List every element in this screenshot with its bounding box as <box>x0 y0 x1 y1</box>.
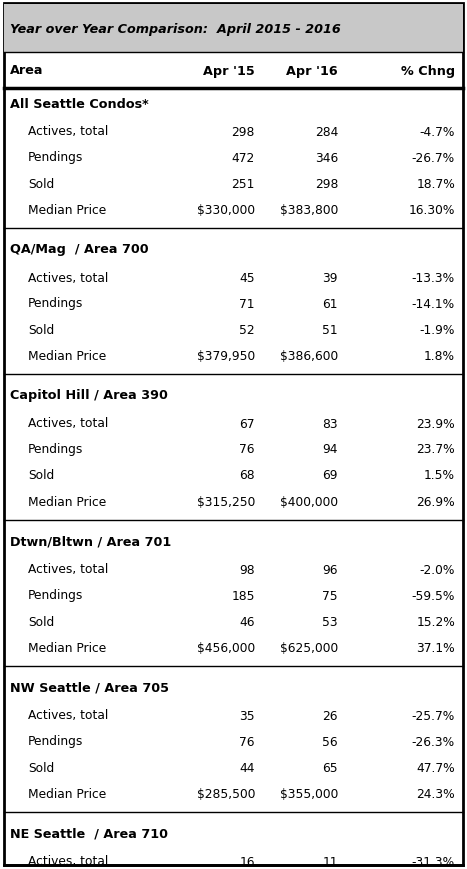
Text: Median Price: Median Price <box>28 349 106 362</box>
Text: NE Seattle  / Area 710: NE Seattle / Area 710 <box>10 826 168 839</box>
Text: 23.7%: 23.7% <box>417 443 455 456</box>
Text: Pendings: Pendings <box>28 297 84 310</box>
Text: 71: 71 <box>240 297 255 310</box>
Text: 1.8%: 1.8% <box>424 349 455 362</box>
Text: $379,950: $379,950 <box>197 349 255 362</box>
Text: 68: 68 <box>240 469 255 482</box>
Text: 251: 251 <box>232 177 255 190</box>
Text: 24.3%: 24.3% <box>417 786 455 799</box>
Text: 11: 11 <box>323 854 338 867</box>
Text: $285,500: $285,500 <box>197 786 255 799</box>
Text: -25.7%: -25.7% <box>412 709 455 721</box>
Text: $456,000: $456,000 <box>197 640 255 653</box>
Text: 69: 69 <box>323 469 338 482</box>
Text: 83: 83 <box>322 417 338 430</box>
Text: 61: 61 <box>323 297 338 310</box>
Text: Pendings: Pendings <box>28 589 84 602</box>
Text: -4.7%: -4.7% <box>420 125 455 138</box>
Text: Sold: Sold <box>28 177 54 190</box>
Text: Pendings: Pendings <box>28 443 84 456</box>
Text: 51: 51 <box>322 323 338 336</box>
Text: Capitol Hill / Area 390: Capitol Hill / Area 390 <box>10 389 168 402</box>
Text: -59.5%: -59.5% <box>411 589 455 602</box>
Text: Median Price: Median Price <box>28 640 106 653</box>
Text: Median Price: Median Price <box>28 786 106 799</box>
Text: 16.30%: 16.30% <box>409 203 455 216</box>
Text: 284: 284 <box>315 125 338 138</box>
Text: $355,000: $355,000 <box>280 786 338 799</box>
Text: $383,800: $383,800 <box>280 203 338 216</box>
Text: All Seattle Condos*: All Seattle Condos* <box>10 97 149 110</box>
Text: 26.9%: 26.9% <box>417 495 455 507</box>
Text: Sold: Sold <box>28 614 54 627</box>
Text: Median Price: Median Price <box>28 495 106 507</box>
Text: 185: 185 <box>232 589 255 602</box>
Text: 98: 98 <box>240 563 255 576</box>
Text: 15.2%: 15.2% <box>416 614 455 627</box>
Text: Actives, total: Actives, total <box>28 854 108 867</box>
Text: -2.0%: -2.0% <box>420 563 455 576</box>
Text: 76: 76 <box>240 734 255 747</box>
Text: QA/Mag  / Area 700: QA/Mag / Area 700 <box>10 243 149 256</box>
Text: $386,600: $386,600 <box>280 349 338 362</box>
Text: 35: 35 <box>240 709 255 721</box>
Text: -13.3%: -13.3% <box>412 271 455 284</box>
Text: -1.9%: -1.9% <box>420 323 455 336</box>
Text: Sold: Sold <box>28 760 54 773</box>
Text: 298: 298 <box>232 125 255 138</box>
Text: -31.3%: -31.3% <box>412 854 455 867</box>
Text: 39: 39 <box>323 271 338 284</box>
Text: 18.7%: 18.7% <box>416 177 455 190</box>
Text: Actives, total: Actives, total <box>28 271 108 284</box>
Text: Apr '16: Apr '16 <box>286 64 338 77</box>
Text: -14.1%: -14.1% <box>412 297 455 310</box>
Text: 44: 44 <box>240 760 255 773</box>
Text: Actives, total: Actives, total <box>28 709 108 721</box>
Text: 65: 65 <box>322 760 338 773</box>
Text: 45: 45 <box>240 271 255 284</box>
Text: 26: 26 <box>323 709 338 721</box>
Text: Dtwn/Bltwn / Area 701: Dtwn/Bltwn / Area 701 <box>10 535 171 547</box>
Text: 298: 298 <box>315 177 338 190</box>
Text: 75: 75 <box>322 589 338 602</box>
Text: Year over Year Comparison:  April 2015 - 2016: Year over Year Comparison: April 2015 - … <box>10 23 341 36</box>
Text: Pendings: Pendings <box>28 151 84 164</box>
Text: Actives, total: Actives, total <box>28 417 108 430</box>
Text: -26.7%: -26.7% <box>412 151 455 164</box>
Text: Sold: Sold <box>28 469 54 482</box>
Text: $625,000: $625,000 <box>280 640 338 653</box>
Text: 67: 67 <box>240 417 255 430</box>
Text: Sold: Sold <box>28 323 54 336</box>
Text: Median Price: Median Price <box>28 203 106 216</box>
Text: Actives, total: Actives, total <box>28 125 108 138</box>
Text: 346: 346 <box>315 151 338 164</box>
Text: 16: 16 <box>240 854 255 867</box>
Text: 47.7%: 47.7% <box>417 760 455 773</box>
Text: Area: Area <box>10 64 43 77</box>
Text: % Chng: % Chng <box>401 64 455 77</box>
Text: Actives, total: Actives, total <box>28 563 108 576</box>
Text: $330,000: $330,000 <box>197 203 255 216</box>
Text: NW Seattle / Area 705: NW Seattle / Area 705 <box>10 680 169 693</box>
Text: 56: 56 <box>322 734 338 747</box>
Bar <box>4 5 463 53</box>
Text: Apr '15: Apr '15 <box>203 64 255 77</box>
Text: Pendings: Pendings <box>28 734 84 747</box>
Text: -26.3%: -26.3% <box>412 734 455 747</box>
Text: $315,250: $315,250 <box>197 495 255 507</box>
Text: 37.1%: 37.1% <box>417 640 455 653</box>
Text: 23.9%: 23.9% <box>417 417 455 430</box>
Text: 46: 46 <box>240 614 255 627</box>
Text: 52: 52 <box>240 323 255 336</box>
Text: $400,000: $400,000 <box>280 495 338 507</box>
Text: 76: 76 <box>240 443 255 456</box>
Text: 53: 53 <box>322 614 338 627</box>
Text: 1.5%: 1.5% <box>424 469 455 482</box>
Text: 96: 96 <box>323 563 338 576</box>
Text: 94: 94 <box>323 443 338 456</box>
Text: 472: 472 <box>232 151 255 164</box>
